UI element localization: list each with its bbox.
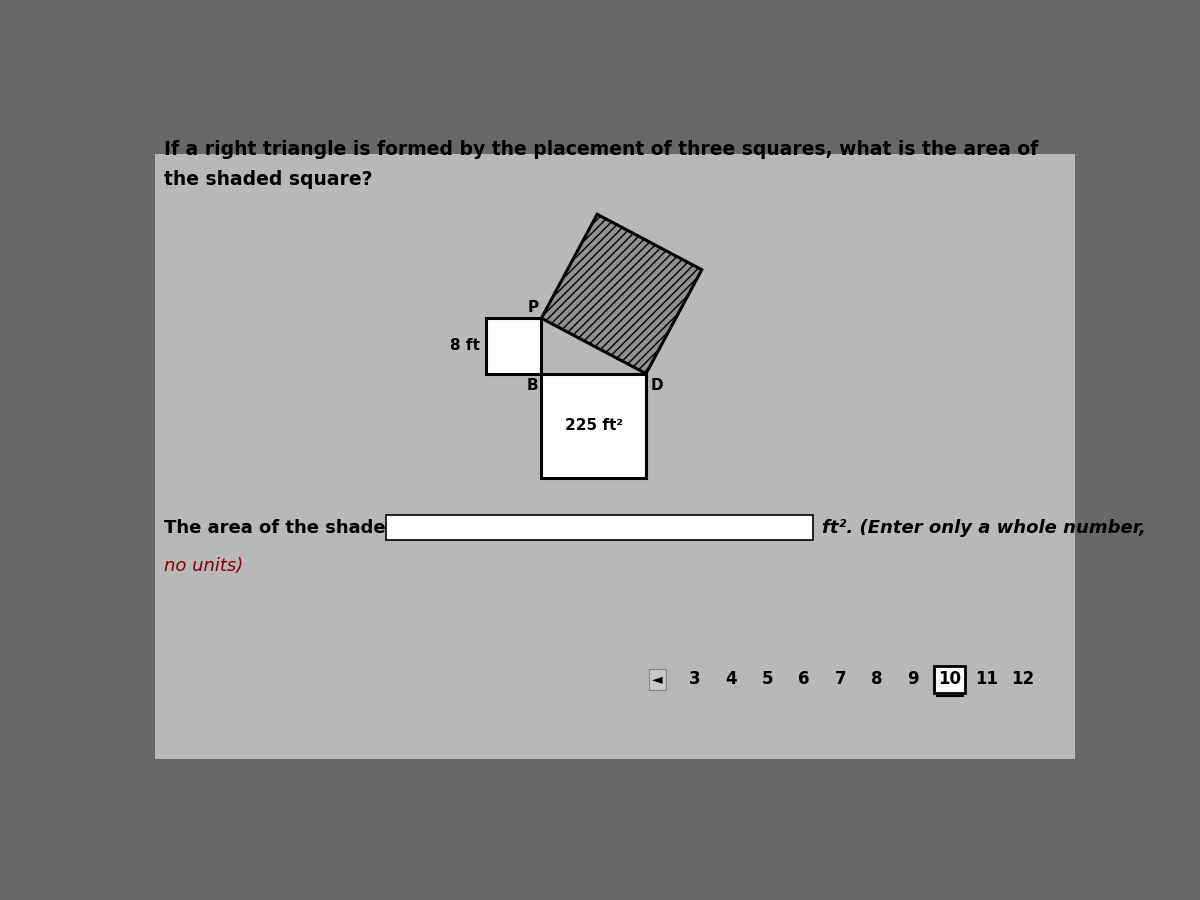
- Bar: [156, 154, 1074, 759]
- Text: The area of the shaded square is: The area of the shaded square is: [164, 518, 497, 536]
- Text: ◄: ◄: [653, 672, 662, 687]
- Polygon shape: [541, 374, 646, 478]
- Text: 6: 6: [798, 670, 810, 688]
- Text: ft². (Enter only a whole number,: ft². (Enter only a whole number,: [822, 518, 1146, 536]
- Text: no units): no units): [164, 557, 244, 575]
- Text: P: P: [527, 300, 539, 315]
- Text: 12: 12: [1012, 670, 1034, 688]
- Text: D: D: [650, 378, 664, 393]
- Text: 11: 11: [974, 670, 997, 688]
- Text: the shaded square?: the shaded square?: [164, 169, 372, 189]
- Text: 8: 8: [871, 670, 883, 688]
- Text: 225 ft²: 225 ft²: [565, 418, 623, 433]
- Text: 7: 7: [835, 670, 846, 688]
- Text: 5: 5: [762, 670, 774, 688]
- Polygon shape: [541, 214, 702, 374]
- Text: 9: 9: [907, 670, 919, 688]
- Bar: [386, 516, 812, 540]
- Text: B: B: [527, 378, 539, 393]
- Polygon shape: [486, 319, 541, 373]
- Text: 4: 4: [726, 670, 737, 688]
- Text: 8 ft: 8 ft: [450, 338, 479, 354]
- Text: 3: 3: [689, 670, 701, 688]
- Text: If a right triangle is formed by the placement of three squares, what is the are: If a right triangle is formed by the pla…: [164, 140, 1038, 159]
- Text: 10: 10: [938, 670, 961, 688]
